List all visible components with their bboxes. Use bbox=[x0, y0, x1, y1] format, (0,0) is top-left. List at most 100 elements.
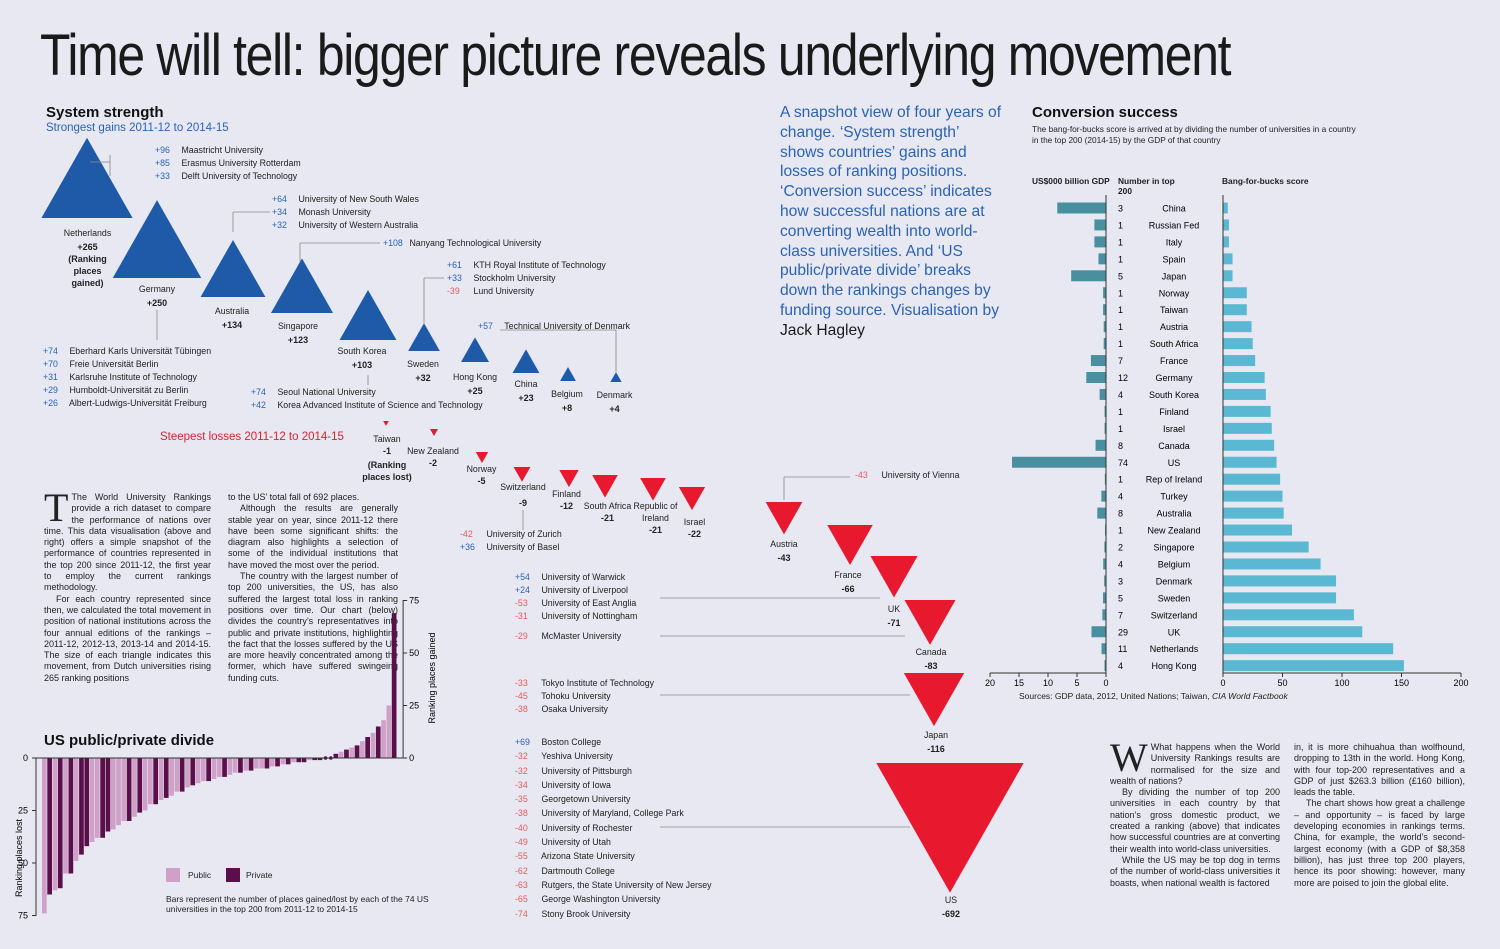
gdp-bar-germany bbox=[1086, 372, 1106, 383]
label-belgium: Belgium +8 bbox=[551, 389, 583, 413]
university-change: -43 bbox=[855, 470, 868, 480]
loss-triangle-taiwan bbox=[383, 421, 389, 426]
university-name: University of East Anglia bbox=[539, 598, 637, 608]
us-bar-public bbox=[349, 747, 355, 758]
score-bar-france bbox=[1223, 355, 1256, 367]
connector-lines bbox=[90, 155, 910, 828]
country-label-finland: Finland bbox=[1159, 407, 1189, 417]
us-axes: 0 0 25 25 50 50 75 75 Ranking places lost Ranking… bbox=[14, 596, 437, 921]
university-change: -55 bbox=[515, 851, 528, 862]
us-bar-private bbox=[375, 726, 381, 758]
university-change: +70 bbox=[43, 359, 58, 369]
losses-subheading: Steepest losses 2011-12 to 2014-15 bbox=[160, 431, 344, 443]
label-south-africa: South Africa -21 bbox=[583, 501, 632, 523]
country-label-israel: Israel bbox=[1163, 424, 1185, 434]
us-bar-private bbox=[391, 613, 397, 758]
university-row: +108 Nanyang Technological University bbox=[383, 237, 541, 250]
us-bar-public bbox=[52, 758, 58, 891]
university-change: -29 bbox=[515, 631, 528, 641]
university-row: -43 University of Vienna bbox=[855, 469, 960, 482]
university-name: Monash University bbox=[296, 207, 371, 217]
country-label-russian-fed: Russian Fed bbox=[1149, 220, 1200, 230]
country-label-us: US bbox=[1168, 458, 1181, 468]
gdp-bar-netherlands bbox=[1101, 643, 1106, 655]
gdp-bar-south-korea bbox=[1099, 388, 1106, 400]
university-row: +69 Boston College bbox=[515, 735, 712, 749]
university-name: Humboldt-Universität zu Berlin bbox=[67, 385, 189, 395]
body-text-col1: T The World University Rankings provide a… bbox=[44, 485, 211, 683]
legend-public-label: Public bbox=[188, 870, 212, 880]
university-name: Erasmus University Rotterdam bbox=[179, 158, 301, 168]
label-germany: Germany +250 bbox=[138, 284, 176, 308]
university-change: +108 bbox=[383, 238, 403, 248]
loss-triangle-israel bbox=[678, 487, 706, 511]
us-bar-private bbox=[68, 758, 74, 874]
gain-triangle-singapore bbox=[270, 258, 334, 313]
tick-label-gained: 0 bbox=[409, 753, 414, 763]
uni-list-germany: +74 Eberhard Karls Universität Tübingen +… bbox=[43, 345, 211, 410]
university-row: +29 Humboldt-Universität zu Berlin bbox=[43, 384, 211, 397]
gdp-bar-us bbox=[1012, 456, 1106, 468]
gain-triangle-south-korea bbox=[339, 289, 397, 340]
gdp-bar-australia bbox=[1097, 507, 1106, 519]
gdp-bar-canada bbox=[1095, 439, 1106, 451]
label-finland: Finland -12 bbox=[552, 489, 581, 511]
number-in-top200: 1 bbox=[1118, 407, 1123, 417]
number-in-top200: 7 bbox=[1118, 356, 1123, 366]
university-change: -32 bbox=[515, 765, 528, 776]
number-in-top200: 29 bbox=[1118, 627, 1128, 637]
university-change: -53 bbox=[515, 598, 528, 608]
university-change: -31 bbox=[515, 611, 528, 621]
gains-subheading: Strongest gains 2011-12 to 2014-15 bbox=[46, 122, 229, 134]
score-tick-label: 0 bbox=[1220, 678, 1225, 688]
us-bar-private bbox=[84, 758, 90, 847]
university-change: -38 bbox=[515, 808, 528, 819]
country-label-france: France bbox=[1160, 356, 1188, 366]
university-change: +74 bbox=[43, 346, 58, 356]
col-head-score: Bang-for-bucks score bbox=[1222, 176, 1309, 186]
gdp-bar-south-africa bbox=[1103, 338, 1106, 350]
country-label-south-korea: South Korea bbox=[1149, 390, 1199, 400]
us-bar-private bbox=[126, 758, 132, 821]
university-row: -32 University of Pittsburgh bbox=[515, 764, 712, 778]
country-label-switzerland: Switzerland bbox=[1151, 610, 1198, 620]
university-name: University of Nottingham bbox=[539, 611, 638, 621]
country-label-turkey: Turkey bbox=[1160, 492, 1188, 502]
university-name: Osaka University bbox=[539, 704, 608, 714]
loss-triangle-canada bbox=[904, 600, 956, 645]
university-change: +36 bbox=[460, 542, 475, 552]
us-bar-public bbox=[381, 720, 386, 758]
score-bar-turkey bbox=[1223, 490, 1283, 502]
university-name: University of Maryland, College Park bbox=[539, 808, 684, 819]
loss-triangle-republic-of-ireland bbox=[640, 478, 666, 501]
us-bar-public bbox=[370, 732, 376, 758]
university-name: Seoul National University bbox=[275, 387, 376, 397]
col-head-number: Number in top 200 bbox=[1118, 176, 1175, 196]
intro-author: Jack Hagley bbox=[780, 321, 865, 339]
university-row: +64 University of New South Wales bbox=[272, 193, 419, 206]
us-bar-public bbox=[73, 758, 79, 861]
university-name: University of Liverpool bbox=[539, 585, 628, 595]
number-in-top200: 2 bbox=[1118, 543, 1123, 553]
number-in-top200: 74 bbox=[1118, 458, 1128, 468]
score-bar-switzerland bbox=[1223, 609, 1354, 621]
ylabel-lost: Ranking places lost bbox=[14, 818, 24, 897]
gain-triangle-australia bbox=[200, 239, 266, 297]
us-bar-private bbox=[137, 758, 143, 813]
us-bar-public bbox=[110, 758, 116, 830]
tick-label-gained: 25 bbox=[409, 701, 419, 711]
sources-note: Sources: GDP data, 2012, United Nations;… bbox=[1019, 691, 1288, 701]
university-row: +33 Stockholm University bbox=[447, 272, 606, 285]
university-row: -34 University of Iowa bbox=[515, 778, 712, 792]
us-bar-private bbox=[79, 758, 84, 855]
university-row: -45 Tohoku University bbox=[515, 690, 654, 703]
university-row: -49 University of Utah bbox=[515, 835, 712, 849]
number-in-top200: 4 bbox=[1118, 661, 1123, 671]
us-bar-public bbox=[116, 758, 121, 826]
us-bar-private bbox=[264, 758, 270, 769]
label-sweden: Sweden +32 bbox=[407, 359, 439, 383]
us-bar-private bbox=[312, 758, 317, 761]
number-in-top200: 1 bbox=[1118, 288, 1123, 298]
uni-list-netherlands: +96 Maastricht University +85 Erasmus Uni… bbox=[155, 144, 301, 183]
